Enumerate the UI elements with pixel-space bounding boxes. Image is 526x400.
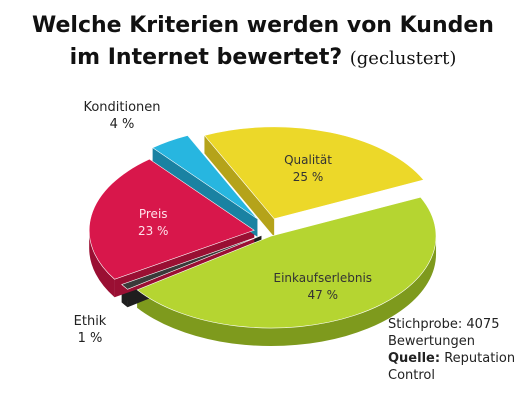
pie-slice-qualit-t	[203, 126, 425, 220]
pie-tops	[88, 126, 437, 329]
pie-label-preis-value: 23 %	[138, 224, 169, 238]
source-value-line-2: Control	[388, 368, 435, 383]
slice-name-ethik: Ethik	[73, 314, 107, 329]
pie-side-preis	[89, 230, 115, 298]
pie-slice-preis	[88, 158, 255, 280]
title-suffix: (geclustert)	[349, 48, 457, 69]
pie-inner-labels: Einkaufserlebnis 47 % Preis 23 % Qualität 25 …	[138, 153, 372, 302]
slice-name-konditionen: Konditionen	[83, 100, 161, 115]
slice-label-konditionen: Konditionen 4 %	[72, 99, 172, 133]
slice-value-konditionen: 4 %	[109, 117, 135, 132]
sample-size-unit: Bewertungen	[388, 334, 475, 349]
source-label: Quelle:	[388, 351, 441, 366]
source-value: Reputation	[444, 351, 516, 366]
chart-title: Welche Kriterien werden von Kunden im In…	[0, 10, 526, 75]
pie-slice-ethik	[121, 235, 262, 290]
sample-size: Stichprobe: 4075	[388, 317, 500, 332]
pie-slice-einkaufserlebnis	[136, 196, 437, 329]
source-line: Quelle: Reputation	[388, 350, 515, 367]
pie-slice-konditionen	[152, 135, 258, 220]
pie-label-einkaufserlebnis-name: Einkaufserlebnis	[274, 271, 373, 285]
pie-label-qualit-t-value: 25 %	[293, 170, 324, 184]
pie-cut-qualit-t-0	[204, 135, 275, 237]
slice-label-ethik: Ethik 1 %	[60, 313, 120, 347]
slice-value-ethik: 1 %	[77, 331, 103, 346]
pie-side-einkaufserlebnis	[137, 236, 437, 347]
source-note: Stichprobe: 4075 Bewertungen Quelle: Rep…	[388, 316, 515, 384]
pie-label-qualit-t-name: Qualität	[284, 153, 332, 167]
pie-label-einkaufserlebnis-value: 47 %	[308, 288, 339, 302]
title-line-1: Welche Kriterien werden von Kunden	[32, 13, 494, 38]
title-line-2-main: im Internet bewertet?	[69, 45, 343, 70]
title-line-2: im Internet bewertet? (geclustert)	[0, 42, 526, 75]
pie-label-preis-name: Preis	[139, 207, 168, 221]
